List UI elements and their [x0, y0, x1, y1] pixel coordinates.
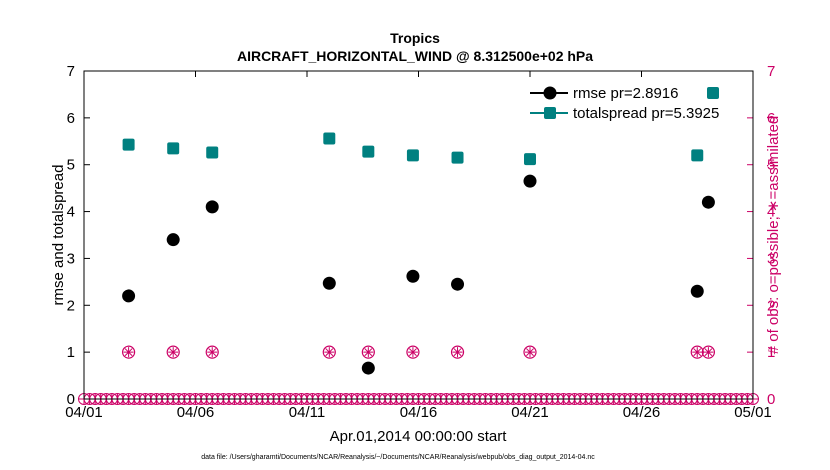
legend-box: [534, 79, 747, 123]
obs-assimilated-8: [692, 347, 703, 358]
rmse-point-9: [701, 195, 715, 209]
totalspread-point-1: [167, 142, 180, 155]
y-tick-label-left-7: 7: [67, 63, 75, 80]
rmse-point-8: [690, 284, 704, 298]
y-tick-label-left-1: 1: [67, 344, 75, 361]
y-axis-label-right: # of obs: o=possible; ∗=assimilated: [765, 116, 782, 355]
obs-possible-0: [122, 345, 136, 359]
chart-subtitle: AIRCRAFT_HORIZONTAL_WIND @ 8.312500e+02 …: [237, 48, 593, 64]
obs-assimilated-2: [207, 347, 218, 358]
y-tick-label-right-0: 0: [767, 391, 775, 408]
y-tick-label-right-3: 3: [767, 250, 775, 267]
rmse-point-6: [451, 277, 465, 291]
rmse-point-5: [406, 269, 420, 283]
legend-totalspread-marker: [544, 107, 556, 119]
rmse-point-4: [361, 361, 375, 375]
obs-assimilated-6: [452, 347, 463, 358]
y-tick-label-left-3: 3: [67, 250, 75, 267]
legend-rmse-marker: [543, 86, 557, 100]
x-tick-label-1: 04/06: [177, 404, 215, 421]
x-axis-label: Apr.01,2014 00:00:00 start: [330, 428, 508, 445]
totalspread-point-2: [206, 146, 219, 159]
x-tick-label-2: 04/11: [289, 404, 325, 421]
obs-possible-7: [523, 345, 537, 359]
y-tick-label-right-5: 5: [767, 157, 775, 174]
x-tick-label-5: 04/26: [623, 404, 661, 421]
plot-frame: [83, 70, 754, 400]
y-tick-label-right-7: 7: [767, 63, 775, 80]
obs-possible-5: [406, 345, 420, 359]
obs-assimilated-5: [407, 347, 418, 358]
totalspread-point-4: [362, 145, 375, 158]
obs-possible-4: [361, 345, 375, 359]
totalspread-point-0: [122, 138, 135, 151]
obs-possible-2: [205, 345, 219, 359]
x-tick-label-4: 04/21: [511, 404, 549, 421]
y-tick-label-left-5: 5: [67, 157, 75, 174]
obs-assimilated-9: [703, 347, 714, 358]
rmse-point-0: [122, 289, 136, 303]
obs-assimilated-3: [324, 347, 335, 358]
obs-possible-9: [701, 345, 716, 359]
legend-totalspread-label: totalspread pr=5.3925: [573, 105, 719, 122]
y-tick-label-left-4: 4: [67, 204, 75, 221]
obs-assimilated-4: [363, 347, 374, 358]
totalspread-point-5: [406, 149, 419, 162]
x-tick-label-0: 04/01: [65, 404, 103, 421]
obs-assimilated-1: [168, 347, 179, 358]
x-tick-label-6: 05/01: [734, 404, 772, 421]
totalspread-point-3: [323, 132, 336, 145]
totalspread-point-6: [451, 151, 464, 164]
y-tick-label-right-2: 2: [767, 297, 775, 314]
y-tick-label-right-1: 1: [767, 344, 775, 361]
y-axis-label-left: rmse and totalspread: [50, 165, 67, 306]
rmse-point-3: [322, 276, 336, 290]
x-tick-label-3: 04/16: [400, 404, 438, 421]
rmse-point-7: [523, 174, 537, 188]
obs-assimilated-7: [525, 347, 535, 358]
y-tick-label-left-6: 6: [67, 110, 75, 127]
legend-rmse-label: rmse pr=2.8916: [573, 85, 678, 102]
y-tick-label-right-6: 6: [767, 110, 775, 127]
y-tick-label-right-4: 4: [767, 204, 775, 221]
y-tick-label-left-0: 0: [67, 391, 75, 408]
rmse-point-1: [166, 233, 180, 247]
totalspread-point-8: [691, 149, 704, 162]
data-file-footer: data file: /Users/gharamti/Documents/NCA…: [201, 454, 595, 461]
y-tick-label-left-2: 2: [67, 297, 75, 314]
rmse-point-2: [205, 200, 219, 214]
obs-possible-1: [166, 345, 180, 359]
legend-extra-totalspread-marker: [707, 87, 719, 99]
obs-possible-8: [690, 345, 704, 359]
obs-possible-3: [322, 345, 336, 359]
chart-title: Tropics: [390, 30, 440, 46]
obs-possible-6: [450, 345, 465, 359]
obs-assimilated-0: [123, 347, 134, 358]
totalspread-point-7: [524, 153, 536, 166]
legend: rmse pr=2.8916 totalspread pr=5.3925: [530, 79, 747, 123]
